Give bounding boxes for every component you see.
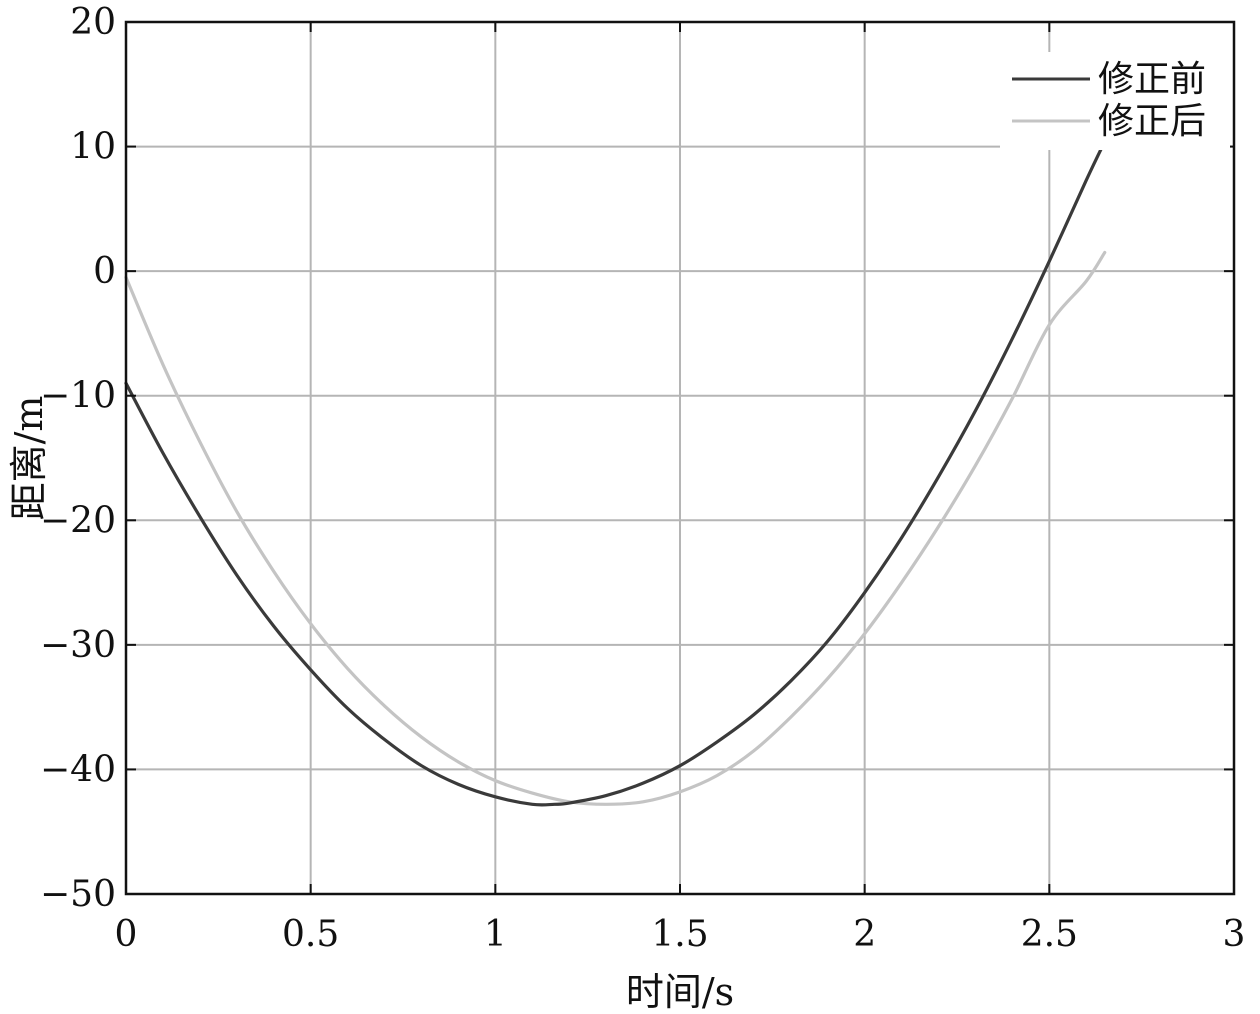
y-tick-label: 0 xyxy=(93,251,116,292)
y-tick-label: 20 xyxy=(70,2,116,43)
x-tick-label: 0 xyxy=(115,914,138,955)
x-tick-label: 2.5 xyxy=(1021,914,1078,955)
x-tick-labels: 0 0.5 1 1.5 2 2.5 3 xyxy=(115,914,1246,955)
y-tick-label: −10 xyxy=(40,376,116,417)
y-tick-label: −40 xyxy=(40,749,116,790)
y-tick-label: −50 xyxy=(40,874,116,915)
y-tick-labels: −50 −40 −30 −20 −10 0 10 20 xyxy=(40,2,116,915)
y-tick-label: −20 xyxy=(40,500,116,541)
legend-box xyxy=(1000,52,1230,150)
x-tick-label: 2 xyxy=(853,914,876,955)
series-layer xyxy=(124,139,1107,807)
legend: 修正前 修正后 xyxy=(1000,52,1230,150)
x-tick-label: 1.5 xyxy=(651,914,708,955)
x-tick-label: 0.5 xyxy=(282,914,339,955)
x-tick-label: 3 xyxy=(1223,914,1246,955)
y-tick-label: −30 xyxy=(40,625,116,666)
legend-label-after-correction: 修正后 xyxy=(1098,101,1206,142)
legend-label-before-correction: 修正前 xyxy=(1098,59,1206,100)
y-tick-label: 10 xyxy=(70,127,116,168)
x-axis-label: 时间/s xyxy=(626,970,734,1014)
series-line-before-correction xyxy=(124,139,1107,807)
y-axis-label: 距离/m xyxy=(7,396,51,521)
series-line-after-correction xyxy=(124,250,1107,806)
x-tick-label: 1 xyxy=(484,914,507,955)
